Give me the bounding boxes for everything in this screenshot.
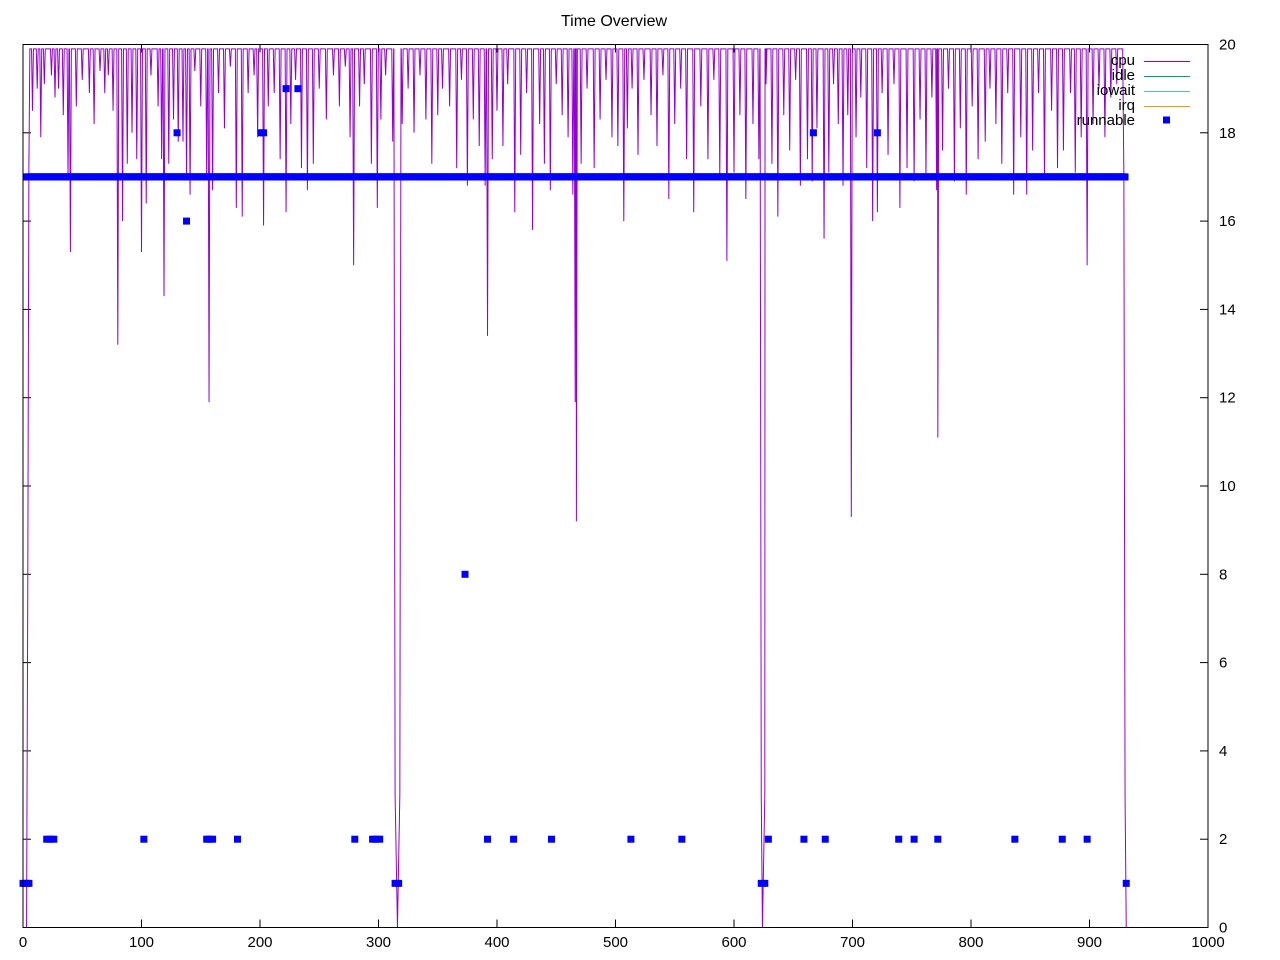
x-tick-label: 1000 — [1191, 934, 1224, 951]
x-tick-label: 900 — [1077, 934, 1102, 951]
runnable-point — [461, 570, 469, 578]
runnable-point — [25, 879, 33, 887]
y-tick-label: 0 — [1219, 920, 1227, 937]
runnable-point — [260, 129, 268, 137]
chart-title: Time Overview — [561, 13, 668, 30]
runnable-point — [376, 835, 384, 843]
x-tick-label: 300 — [366, 934, 391, 951]
x-tick-label: 500 — [603, 934, 628, 951]
legend-sample-runnable — [1163, 116, 1170, 124]
runnable-point — [183, 217, 191, 225]
runnable-point — [678, 835, 686, 843]
runnable-point — [369, 835, 377, 843]
legend-label-runnable: runnable — [1077, 112, 1135, 129]
x-tick-label: 0 — [19, 934, 27, 951]
runnable-point — [1122, 879, 1130, 887]
runnable-point — [895, 835, 903, 843]
runnable-point — [821, 835, 829, 843]
x-tick-label: 700 — [840, 934, 865, 951]
x-tick-label: 200 — [247, 934, 272, 951]
runnable-point — [395, 879, 403, 887]
x-tick-label: 100 — [129, 934, 154, 951]
y-axis: 0 2 4 6 8 10 12 14 16 18 20 — [23, 37, 1236, 937]
runnable-point — [510, 835, 518, 843]
runnable-point — [233, 835, 241, 843]
runnable-point — [282, 85, 290, 93]
runnable-point — [372, 835, 380, 843]
plot-area — [19, 48, 1130, 928]
runnable-point — [173, 129, 181, 137]
y-tick-label: 18 — [1219, 125, 1236, 142]
x-axis: 0 100 200 300 400 500 600 700 800 900 1000 — [19, 44, 1225, 951]
y-tick-label: 10 — [1219, 478, 1236, 495]
runnable-point — [627, 835, 635, 843]
legend-label-iowait: iowait — [1097, 82, 1136, 99]
runnable-point — [43, 835, 51, 843]
runnable-point — [910, 835, 918, 843]
x-tick-label: 400 — [484, 934, 509, 951]
y-tick-label: 4 — [1219, 743, 1227, 760]
runnable-point — [140, 835, 148, 843]
runnable-point — [391, 879, 399, 887]
runnable-point — [764, 835, 772, 843]
runnable-point — [205, 835, 213, 843]
runnable-point — [761, 879, 769, 887]
runnable-point — [757, 879, 765, 887]
runnable-point — [50, 835, 58, 843]
runnable-point — [294, 85, 302, 93]
x-tick-label: 800 — [958, 934, 983, 951]
runnable-point — [873, 129, 881, 137]
runnable-point — [209, 835, 217, 843]
runnable-point — [800, 835, 808, 843]
y-tick-label: 6 — [1219, 655, 1227, 672]
runnable-point — [934, 835, 942, 843]
series-cpu-line — [23, 48, 1127, 928]
y-tick-label: 14 — [1219, 301, 1236, 318]
y-tick-label: 2 — [1219, 831, 1227, 848]
x-tick-label: 600 — [721, 934, 746, 951]
runnable-point — [809, 129, 817, 137]
y-tick-label: 16 — [1219, 213, 1236, 230]
runnable-point — [1058, 835, 1066, 843]
runnable-point — [1083, 835, 1091, 843]
y-tick-label: 8 — [1219, 566, 1227, 583]
runnable-point — [351, 835, 359, 843]
plot-frame — [22, 44, 1209, 928]
runnable-point — [46, 835, 54, 843]
y-tick-label: 12 — [1219, 390, 1236, 407]
legend-label-idle: idle — [1112, 67, 1135, 84]
legend-label-cpu: cpu — [1111, 52, 1135, 69]
runnable-point — [548, 835, 556, 843]
y-tick-label: 20 — [1219, 37, 1236, 54]
runnable-point — [1011, 835, 1019, 843]
runnable-point — [484, 835, 492, 843]
runnable-point — [1121, 173, 1129, 181]
legend-label-irq: irq — [1118, 97, 1135, 114]
